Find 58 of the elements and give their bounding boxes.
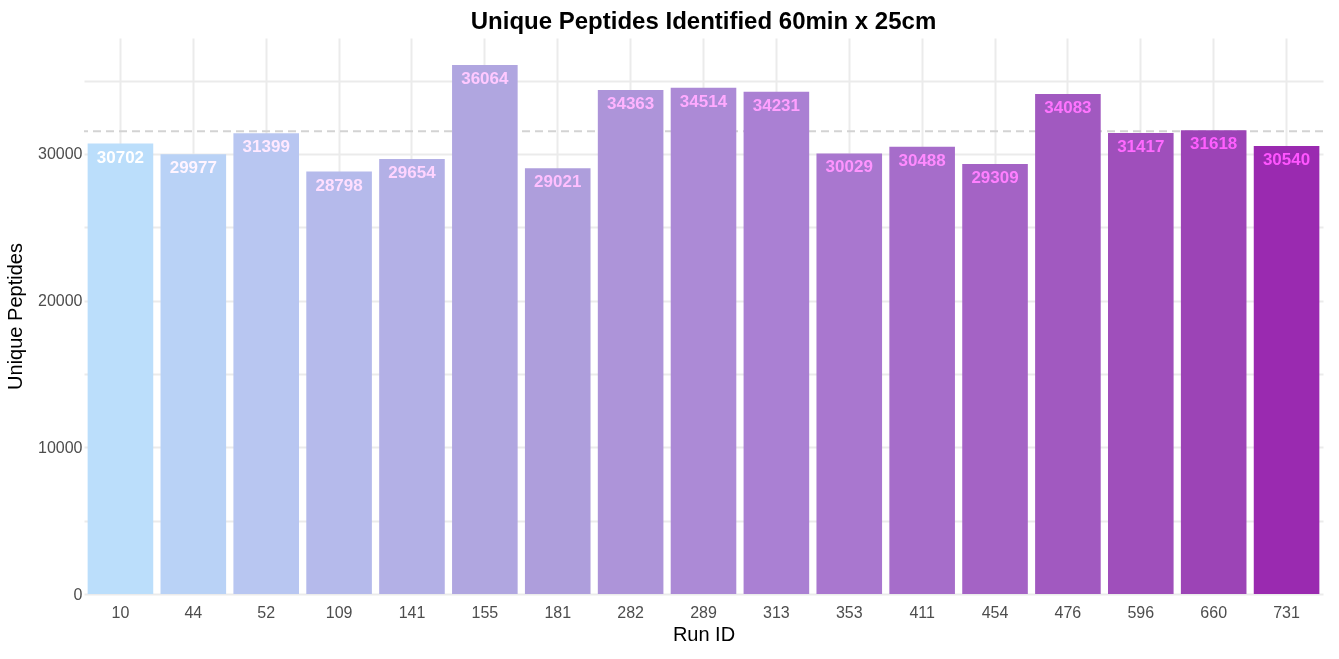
bar [524,168,591,594]
x-tick-label: 411 [909,603,935,621]
data-label: 29977 [169,158,217,178]
x-tick-label: 596 [1127,603,1155,621]
x-tick-label: 181 [544,603,572,621]
bar [379,158,445,594]
data-label: 28798 [315,175,363,195]
bar [889,146,955,594]
data-label: 30029 [825,157,873,177]
data-label: 31399 [242,137,290,157]
data-label: 29309 [971,168,1019,188]
x-tick-label: 155 [471,603,499,621]
x-tick-label: 660 [1200,603,1228,621]
x-tick-label: 731 [1273,603,1300,621]
bar [452,64,518,594]
x-tick-label: 353 [835,603,863,621]
x-axis-title: Run ID [672,622,736,645]
data-label: 29021 [534,172,582,192]
y-axis-title: Unique Peptides [4,243,27,390]
bar [816,153,883,594]
data-label: 36064 [461,68,510,88]
data-label: 34083 [1044,98,1092,117]
bar [160,154,227,594]
bar [962,164,1028,594]
data-label: 31417 [1117,137,1165,157]
bar [306,171,372,594]
x-tick-label: 44 [184,603,203,621]
bar [1035,94,1101,594]
bar [1108,133,1174,594]
x-tick-label: 289 [690,603,717,621]
data-label: 30540 [1262,149,1311,169]
bar [743,91,810,594]
x-tick-label: 10 [111,603,130,621]
x-tick-label: 52 [257,603,276,621]
x-tick-label: 313 [763,603,790,621]
y-tick-label: 0 [73,585,83,603]
data-label: 34231 [752,95,801,115]
bar [1180,130,1247,594]
bar [597,89,664,594]
x-tick-label: 454 [981,603,1009,621]
x-tick-label: 141 [398,603,426,621]
bar [1253,145,1320,594]
x-tick-label: 476 [1054,603,1082,621]
chart-title: Unique Peptides Identified 60min x 25cm [470,7,937,34]
y-tick-label: 30000 [38,145,83,163]
bar [670,87,737,594]
data-label: 31618 [1190,134,1238,154]
bar [87,143,154,594]
data-label: 34514 [679,91,728,111]
y-tick-label: 10000 [38,438,83,456]
data-label: 29654 [388,162,437,182]
data-label: 30702 [96,147,145,167]
bar [233,133,299,594]
data-label: 30488 [898,150,946,170]
x-tick-label: 109 [325,603,353,621]
x-tick-label: 282 [617,603,645,621]
data-label: 34363 [606,93,655,113]
y-tick-label: 20000 [38,292,83,310]
